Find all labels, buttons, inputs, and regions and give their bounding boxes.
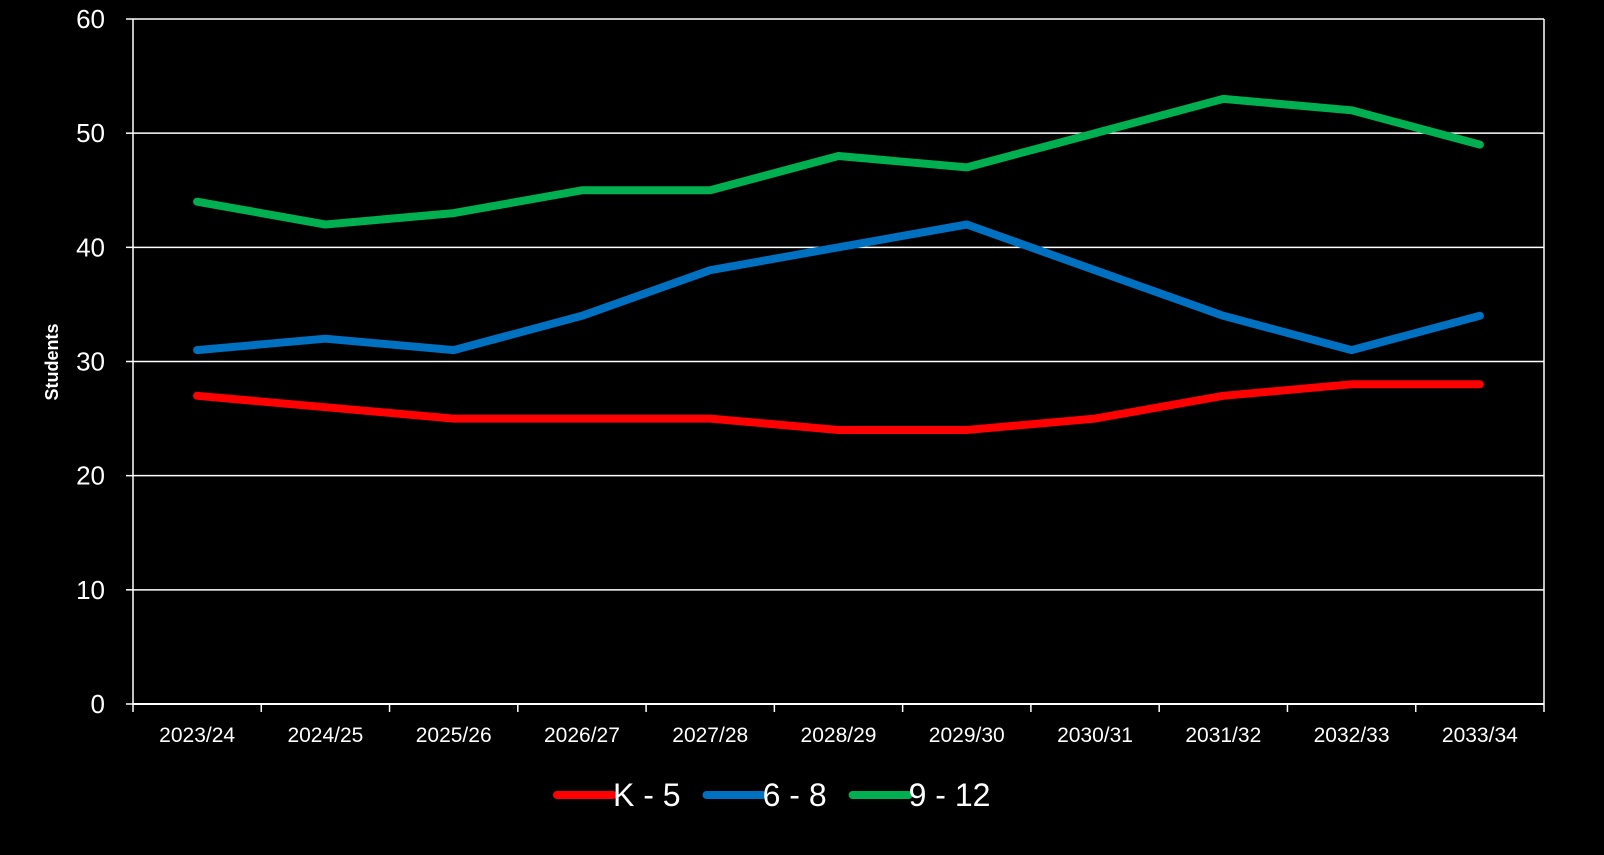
x-axis: 2023/24 2024/25 2025/26 2026/27 2027/28 2028/…	[132, 704, 1545, 747]
y-tick-label: 30	[76, 347, 105, 377]
series-line	[193, 220, 1484, 355]
x-tick-label: 2024/25	[287, 724, 363, 747]
y-tick-label: 40	[76, 232, 105, 262]
y-tick-label: 20	[76, 461, 105, 491]
y-tick-label: 60	[76, 4, 105, 34]
y-axis-label: Students	[42, 323, 62, 400]
x-tick-label: 2033/34	[1442, 724, 1518, 747]
x-tick-label: 2028/29	[801, 724, 877, 747]
series-line	[193, 380, 1484, 434]
gridlines	[133, 18, 1544, 705]
y-axis: 0 10 20 30 40 50 60	[76, 4, 133, 719]
y-tick-label: 50	[76, 118, 105, 148]
x-tick-label: 2032/33	[1314, 724, 1390, 747]
x-tick-label: 2031/32	[1185, 724, 1261, 747]
x-tick-label: 2023/24	[159, 724, 235, 747]
x-tick-label: 2027/28	[672, 724, 748, 747]
series-lines	[193, 94, 1484, 434]
x-tick-label: 2029/30	[929, 724, 1005, 747]
x-tick-label: 2026/27	[544, 724, 620, 747]
y-tick-label: 0	[91, 689, 105, 719]
x-tick-label: 2025/26	[416, 724, 492, 747]
legend-label: K - 5	[613, 777, 681, 813]
x-tick-label: 2030/31	[1057, 724, 1133, 747]
series-line	[193, 94, 1484, 229]
legend-label: 9 - 12	[909, 777, 991, 813]
legend: K - 5 6 - 8 9 - 12	[553, 777, 991, 813]
y-tick-label: 10	[76, 575, 105, 605]
legend-label: 6 - 8	[763, 777, 827, 813]
